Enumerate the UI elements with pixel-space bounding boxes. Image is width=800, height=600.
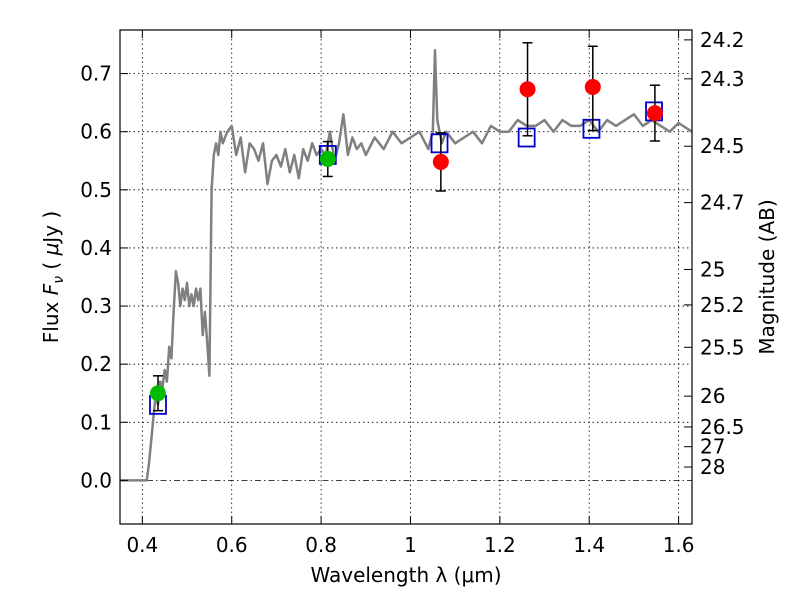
model-spectrum-line	[120, 49, 692, 482]
box-marker	[582, 118, 601, 139]
y2-tick-label: 24.2	[700, 28, 745, 52]
x-axis-title: Wavelength λ (μm)	[310, 563, 501, 587]
plot-content	[120, 49, 692, 482]
box-marker	[430, 133, 449, 154]
green-point	[149, 385, 166, 402]
y-tick-label: 0.7	[80, 62, 112, 86]
x-tick-label: 0.6	[216, 533, 248, 557]
y2-tick-label: 24.5	[700, 134, 745, 158]
axes-ticks	[120, 30, 692, 524]
x-tick-label: 0.8	[305, 533, 337, 557]
x-tick-labels: 0.4 0.6 0.8 1 1.2 1.4 1.6	[126, 533, 694, 557]
green-point	[319, 151, 336, 168]
box-marker	[517, 127, 536, 148]
x-tick-label: 1	[404, 533, 417, 557]
y2-tick-label: 25.2	[700, 293, 745, 317]
y-tick-label: 0.0	[80, 468, 112, 492]
y2-tick-label: 25	[700, 257, 725, 281]
red-point	[519, 81, 536, 98]
x-tick-label: 1.2	[484, 533, 516, 557]
y-tick-label: 0.4	[80, 236, 112, 260]
y-tick-label: 0.3	[80, 294, 112, 318]
red-point	[584, 78, 601, 95]
y-tick-label: 0.1	[80, 410, 112, 434]
y2-tick-label: 28	[700, 455, 725, 479]
x-tick-label: 1.4	[573, 533, 605, 557]
red-point	[646, 105, 663, 122]
y-tick-label: 0.5	[80, 178, 112, 202]
y2-tick-label: 26.5	[700, 415, 745, 439]
grid	[120, 30, 692, 524]
y-axis-title: Flux Fν ( μJy )	[39, 211, 67, 343]
y-tick-label: 0.2	[80, 352, 112, 376]
red-point	[432, 153, 449, 170]
y-tick-labels: 0.0 0.1 0.2 0.3 0.4 0.5 0.6 0.7	[80, 62, 112, 493]
x-tick-label: 1.6	[663, 533, 695, 557]
y2-tick-label: 27	[700, 435, 725, 459]
y2-axis-title: Magnitude (AB)	[755, 199, 779, 354]
red-points	[432, 42, 663, 192]
x-tick-label: 0.4	[126, 533, 158, 557]
y2-tick-label: 24.7	[700, 191, 745, 215]
plot-frame	[119, 29, 693, 525]
y2-tick-label: 26	[700, 384, 725, 408]
y-tick-label: 0.6	[80, 120, 112, 144]
y2-tick-label: 25.5	[700, 335, 745, 359]
green-points	[149, 140, 336, 412]
y2-tick-label: 24.3	[700, 67, 745, 91]
